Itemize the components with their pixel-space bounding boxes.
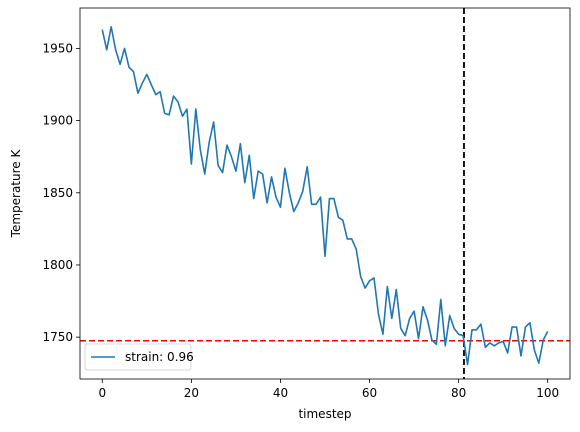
x-tick-label: 100 [536, 386, 559, 400]
x-tick-label: 40 [273, 386, 288, 400]
series-layer [101, 25, 549, 366]
y-axis-label: Temperature K [9, 149, 23, 239]
x-tick-label: 0 [98, 386, 106, 400]
y-tick-label: 1950 [42, 41, 73, 55]
reference-lines [80, 8, 570, 379]
legend: strain: 0.96 [84, 343, 194, 371]
legend-box [84, 343, 192, 371]
y-tick-label: 1900 [42, 114, 73, 128]
x-tick-label: 80 [451, 386, 466, 400]
y-tick-label: 1850 [42, 186, 73, 200]
y-tick-label: 1750 [42, 330, 73, 344]
y-tick-label: 1800 [42, 258, 73, 272]
x-axis-ticks: 0 20 40 60 80 100 [98, 379, 559, 400]
legend-entry-label: strain: 0.96 [125, 350, 194, 364]
axes-frame [79, 7, 571, 380]
y-axis-ticks: 1750 1800 1850 1900 1950 [42, 41, 80, 344]
x-tick-label: 60 [362, 386, 377, 400]
x-tick-label: 20 [184, 386, 199, 400]
series-line [101, 25, 549, 366]
x-axis-label: timestep [298, 407, 351, 421]
